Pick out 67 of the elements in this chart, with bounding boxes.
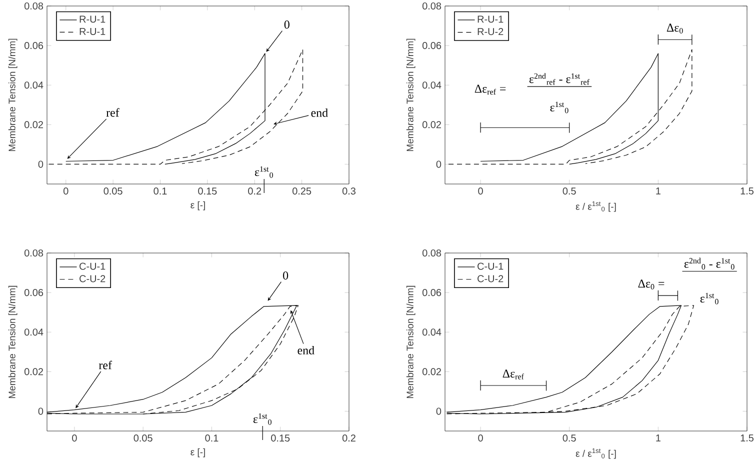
x-axis-title: ε [-] [190,201,205,210]
x-tick-label: 0 [478,188,483,195]
y-tick-label: 0.06 [24,289,44,296]
x-tick-label: 0.05 [134,434,152,442]
annotation: ref [98,360,112,370]
x-tick-label: 1 [656,188,660,194]
y-tick-label: 0 [38,408,44,415]
y-tick-label: 0.04 [422,328,442,336]
annotation: Δε$_{ref}$ = [474,84,506,95]
y-axis-title: Membrane Tension [N/mm] [8,38,18,152]
legend-label: C-U-2 [80,275,106,282]
annotation: 0 [283,272,288,280]
x-tick-label: 0.5 [562,434,576,442]
x-tick-label: 1.5 [740,188,754,194]
y-tick-label: 0.08 [24,249,44,257]
y-tick-label: 0.04 [422,82,442,89]
y-tick-label: 0.04 [24,328,44,336]
x-tick-label: 1.5 [740,434,754,442]
y-tick-label: 0 [38,160,44,168]
x-tick-label: 0.15 [271,434,290,442]
x-tick-label: 0.3 [342,188,356,195]
legend-label: R-U-1 [80,28,106,35]
y-tick-label: 0 [436,408,442,415]
x-axis-title: ε [-] [190,448,205,458]
line-series [448,49,692,165]
annotation: Δε$_{ref}$ [502,370,524,380]
y-tick-label: 0.08 [422,249,442,257]
x-tick-label: 0.1 [154,188,167,195]
y-tick-label: 0.02 [422,121,441,128]
x-tick-label: 0.5 [562,188,576,195]
annotation: ref [106,108,120,117]
y-tick-label: 0.08 [24,2,44,10]
annotation: Δε$_{0}$ = [638,280,664,290]
y-tick-label: 0.08 [422,2,442,10]
y-tick-label: 0.02 [422,368,441,376]
legend-label: C-U-2 [478,275,504,282]
y-tick-label: 0.02 [24,121,43,128]
x-tick-label: 0.2 [248,188,262,195]
annotation: Δε$_{0}$ [666,24,683,34]
x-tick-label: 0.05 [104,188,122,195]
legend-label: C-U-1 [478,262,504,270]
legend-label: R-U-2 [478,28,504,36]
x-tick-label: 0.15 [198,188,217,195]
legend-label: R-U-1 [478,16,504,23]
y-axis-title: Membrane Tension [N/mm] [8,286,18,398]
x-axis-title: ε / ε$^{1st}$$_{0}$ [-] [576,201,616,212]
y-axis-title: Membrane Tension [N/mm] [406,38,416,152]
y-tick-label: 0 [436,160,442,168]
legend-label: C-U-1 [80,262,106,270]
x-tick-label: 0 [478,434,483,442]
y-tick-label: 0.06 [422,289,442,296]
x-tick-label: 1 [656,434,660,442]
x-tick-label: 0.25 [292,188,312,195]
y-tick-label: 0.02 [24,368,43,376]
x-tick-label: 0 [63,188,68,195]
annotation: end [298,346,314,354]
y-tick-label: 0.06 [24,42,44,50]
y-tick-label: 0.04 [24,82,44,89]
x-tick-label: 0.1 [205,434,218,442]
y-tick-label: 0.06 [422,42,442,50]
x-axis-title: ε / ε$^{1st}$$_{0}$ [-] [576,448,616,459]
annotation: 0 [284,20,290,29]
legend-label: R-U-1 [80,16,106,23]
y-axis-title: Membrane Tension [N/mm] [406,286,416,398]
x-tick-label: 0 [72,434,77,442]
x-tick-label: 0.2 [342,434,356,442]
annotation: end [311,108,328,117]
